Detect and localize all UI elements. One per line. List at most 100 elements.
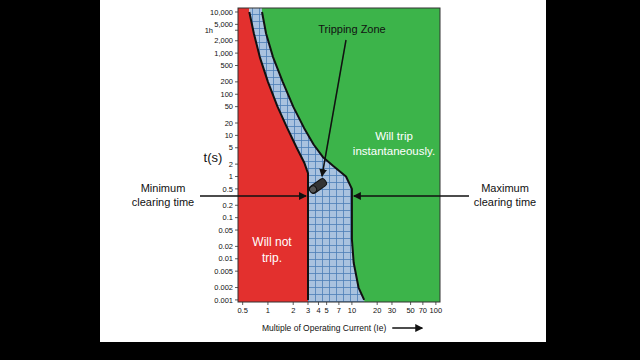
x-tick	[267, 302, 268, 305]
x-tick	[410, 302, 411, 305]
y-tick-label: 0.02	[218, 242, 233, 251]
x-tick-label: 70	[419, 306, 427, 315]
x-tick-label: 50	[406, 306, 414, 315]
series-arrow	[354, 195, 469, 197]
y-tick-label: 0.001	[214, 296, 233, 305]
annotation-arrow	[322, 40, 346, 176]
y-tick-label: 10	[225, 131, 233, 140]
y-tick-label: 10,000	[210, 8, 233, 17]
y-tick-label: 200	[220, 77, 233, 86]
plot-frame	[238, 8, 440, 302]
y-tick-label: 0.002	[214, 283, 233, 292]
y-tick	[235, 53, 238, 54]
y-tick-label: 1	[229, 172, 233, 181]
x-tick	[351, 302, 352, 305]
x-tick	[435, 302, 436, 305]
y-tick	[235, 106, 238, 107]
x-tick	[242, 302, 243, 305]
y-tick-label: 2	[229, 160, 233, 169]
y-tick-label: 20	[225, 119, 233, 128]
y-tick-label: 5,000	[214, 20, 233, 29]
y-tick	[235, 164, 238, 165]
annotation: Tripping Zone	[318, 23, 385, 35]
x-tick-label: 7	[337, 306, 341, 315]
panel	[100, 0, 546, 342]
curve-line	[249, 12, 308, 300]
text-line: instantaneously.	[353, 145, 435, 157]
y-tick-label: 0.01	[218, 254, 233, 263]
y-tick-label: 0.05	[218, 226, 233, 235]
series-label: Maximum clearing time	[474, 182, 536, 208]
x-tick	[391, 302, 392, 305]
tripping-icon	[308, 178, 328, 195]
annotation: Will trip instantaneously.	[353, 130, 435, 157]
x-tick-label: 1	[266, 306, 270, 315]
icon-knob	[308, 185, 318, 195]
text-line: Minimum	[141, 182, 186, 194]
region-instant-trip	[262, 8, 440, 302]
y-tick	[235, 299, 238, 300]
y-tick	[235, 258, 238, 259]
y-tick	[235, 287, 238, 288]
text-line: Will trip	[375, 130, 413, 142]
chart: 0.001 0.002 0.005 0.01 0.02 0.05 0.1 0.2 0.5 1 2 5 1…	[0, 0, 640, 360]
x-axis-label: Multiple of Operating Current (Ie)	[262, 323, 386, 333]
x-tick-label: 0.5	[237, 306, 247, 315]
y-tick	[235, 135, 238, 136]
icon-body	[308, 178, 327, 195]
x-tick	[377, 302, 378, 305]
y-tick-label: 1,000	[214, 49, 233, 58]
x-tick-label: 20	[373, 306, 381, 315]
y-tick	[235, 217, 238, 218]
x-tick	[318, 302, 319, 305]
curve-line	[262, 12, 364, 300]
x-axis-arrow	[392, 327, 422, 329]
text-line: clearing time	[474, 196, 536, 208]
x-tick-label: 2	[291, 306, 295, 315]
y-tick	[235, 65, 238, 66]
annotation: Will not trip.	[252, 235, 292, 265]
y-tick	[235, 176, 238, 177]
y-tick	[235, 188, 238, 189]
y-tick-label: 0.1	[223, 213, 233, 222]
y-tick	[235, 205, 238, 206]
x-tick	[326, 302, 327, 305]
y-tick	[235, 40, 238, 41]
x-tick-label: 4	[316, 306, 320, 315]
x-tick-label: 100	[430, 306, 443, 315]
y-tick	[235, 24, 238, 25]
y-tick	[235, 271, 238, 272]
y-tick-label: 0.5	[223, 185, 233, 194]
y-tick	[235, 94, 238, 95]
x-tick-label: 30	[388, 306, 396, 315]
y-tick	[235, 147, 238, 148]
series-label: Minimum clearing time	[132, 182, 194, 208]
y-tick	[235, 11, 238, 12]
y-tick-label: 2,000	[214, 36, 233, 45]
y-tick	[235, 81, 238, 82]
y-tick-label: 50	[225, 102, 233, 111]
y-tick-label: 0.2	[223, 201, 233, 210]
x-tick-label: 10	[348, 306, 356, 315]
y-tick-label: 100	[220, 90, 233, 99]
y-tick-label: 1h	[205, 26, 213, 35]
x-tick-label: 3	[306, 306, 310, 315]
plot-area	[238, 8, 440, 302]
y-tick	[235, 246, 238, 247]
x-tick	[338, 302, 339, 305]
y-tick-label: 0.005	[214, 267, 233, 276]
y-tick	[235, 123, 238, 124]
y-tick	[235, 230, 238, 231]
x-tick	[307, 302, 308, 305]
text-line: Maximum	[481, 182, 529, 194]
text-line: trip.	[262, 251, 282, 265]
y-tick-label: 500	[220, 61, 233, 70]
y-tick	[235, 30, 238, 31]
y-tick-label: 5	[229, 143, 233, 152]
series-arrow	[200, 195, 306, 197]
text-line: Will not	[252, 235, 292, 249]
y-axis-label: t(s)	[204, 150, 223, 165]
text-line: clearing time	[132, 196, 194, 208]
x-tick-label: 5	[325, 306, 329, 315]
x-tick	[293, 302, 294, 305]
